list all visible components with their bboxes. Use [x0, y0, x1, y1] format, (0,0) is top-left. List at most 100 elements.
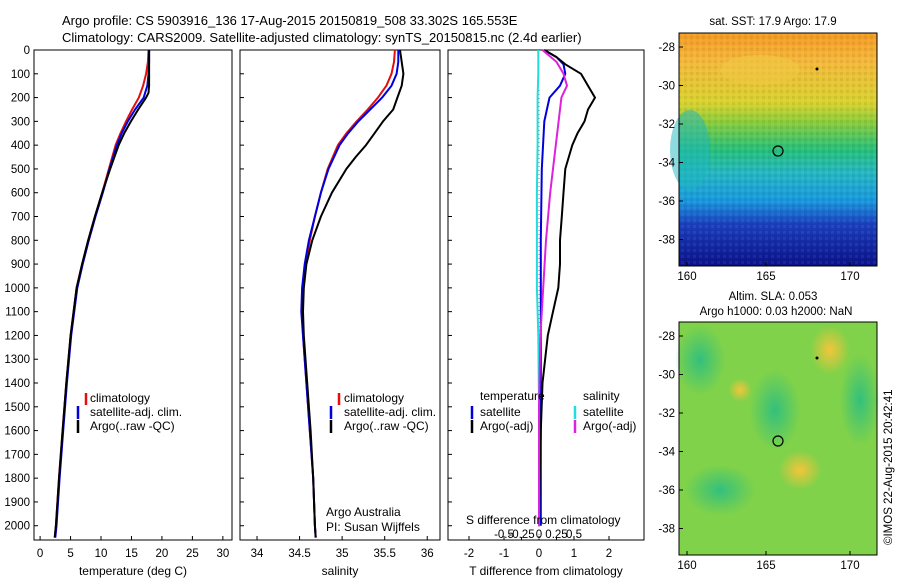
temp-xtick-label: 0 — [37, 548, 43, 560]
sst-xtick-label: 165 — [756, 271, 775, 283]
s-tick-label: -0.25 — [508, 529, 534, 541]
sst-ytick-label: -32 — [658, 119, 675, 131]
sal-axes-frame — [239, 49, 441, 541]
depth-tick-label: 800 — [11, 235, 30, 247]
depth-tick-label: 900 — [11, 259, 30, 271]
salinity-panel: 34 34.5 35 35.5 36 salinity — [239, 49, 441, 578]
sal-xtick-label: 35.5 — [373, 548, 395, 560]
temp-xtick-label: 25 — [186, 548, 199, 560]
temp-series-line — [53, 50, 151, 538]
legend-satellite-adj: satellite-adj. clim. — [90, 405, 182, 419]
sla-blob-3 — [840, 355, 880, 445]
depth-tick-label: 500 — [11, 164, 30, 176]
diff-xtick-label: 1 — [571, 548, 577, 560]
depth-tick-label: 1900 — [4, 497, 30, 509]
depth-tick-label: 1400 — [4, 378, 30, 390]
sla-ticks: 160 165 170 -28 -30 -32 -34 -36 -38 — [658, 331, 859, 572]
sla-blob-2 — [750, 370, 800, 450]
temp-xtick-label: 10 — [95, 548, 108, 560]
depth-tick-label: 1000 — [4, 283, 30, 295]
depth-tick-label: 100 — [11, 69, 30, 81]
depth-tick-label: 2000 — [4, 521, 30, 533]
sst-xtick-label: 170 — [840, 271, 859, 283]
diff-xtick-label: 2 — [606, 548, 612, 560]
depth-tick-label: 200 — [11, 93, 30, 105]
depth-tick-label: 1700 — [4, 449, 30, 461]
sst-ytick-label: -34 — [658, 158, 675, 170]
temperature-legend: climatology satellite-adj. clim. Argo(..… — [76, 391, 182, 433]
depth-tick-label: 1100 — [5, 307, 30, 319]
sst-cool-patch — [670, 110, 710, 190]
legend-t-argo: Argo(-adj) — [480, 419, 533, 433]
argo-australia-note: Argo Australia — [326, 505, 401, 519]
depth-tick-label: 400 — [11, 140, 30, 152]
sst-ticks: 160 165 170 -28 -30 -32 -34 -36 -38 — [658, 42, 859, 283]
s-difference-title: S difference from climatology — [466, 513, 621, 527]
sst-ytick-label: -38 — [658, 235, 675, 247]
depth-tick-label: 700 — [11, 212, 30, 224]
temp-xtick-label: 20 — [156, 548, 169, 560]
diff-axes-frame — [447, 49, 645, 541]
diff-xtick-label: 0 — [536, 548, 542, 560]
depth-tick-label: 1600 — [4, 426, 30, 438]
sla-frame — [678, 321, 878, 556]
temp-xtick-label: 30 — [216, 548, 229, 560]
difference-legend: temperature satellite Argo(-adj) salinit… — [466, 389, 636, 527]
sla-high-2 — [728, 378, 752, 402]
sla-high-3 — [778, 450, 822, 490]
diff-xtick-label: -2 — [464, 548, 474, 560]
depth-tick-label: 600 — [11, 188, 30, 200]
sla-blob-4 — [685, 465, 755, 515]
s-tick-label: -0.5 — [494, 529, 514, 541]
sla-high-1 — [810, 325, 850, 375]
sal-xtick-label: 35 — [336, 548, 349, 560]
sla-ytick-label: -30 — [658, 370, 675, 382]
sla-ytick-label: -36 — [658, 485, 675, 497]
temperature-panel: 0 100 200 300 400 500 600 700 800 900 1000 1100 1200… — [4, 45, 233, 578]
sst-frame — [678, 32, 878, 267]
sla-argo-marker — [772, 435, 784, 447]
pi-note: PI: Susan Wijffels — [326, 520, 420, 534]
sst-dot — [815, 67, 819, 71]
sla-blob-1 — [675, 325, 725, 395]
diff-xlabel: T difference from climatology — [469, 564, 623, 578]
temp-xtick-label: 15 — [125, 548, 138, 560]
depth-tick-label: 1200 — [4, 330, 30, 342]
depth-tick-label: 300 — [11, 116, 30, 128]
sal-xtick-label: 34.5 — [288, 548, 310, 560]
legend-argo-2: Argo(..raw -QC) — [344, 419, 429, 433]
temp-xtick-label: 5 — [67, 548, 73, 560]
s-tick-label: 0.5 — [566, 529, 582, 541]
sal-xlabel: salinity — [322, 564, 359, 578]
legend-argo: Argo(..raw -QC) — [90, 419, 175, 433]
legend-satellite-adj-2: satellite-adj. clim. — [344, 405, 436, 419]
sst-argo-marker — [772, 145, 784, 157]
diff-series-line — [538, 49, 596, 526]
sst-warm-patch — [720, 55, 800, 85]
sal-xtick-label: 36 — [421, 548, 434, 560]
depth-tick-label: 1300 — [4, 354, 30, 366]
sal-series-line — [302, 49, 405, 538]
sst-ytick-label: -36 — [658, 196, 675, 208]
legend-salinity-header: salinity — [583, 389, 620, 403]
sla-ytick-label: -34 — [658, 447, 675, 459]
sla-ytick-label: -32 — [658, 408, 675, 420]
sla-xtick-label: 170 — [840, 560, 859, 572]
legend-temperature-header: temperature — [480, 389, 545, 403]
temp-xlabel: temperature (deg C) — [79, 564, 187, 578]
salinity-legend: climatology satellite-adj. clim. Argo(..… — [326, 391, 436, 534]
legend-climatology-2: climatology — [344, 391, 404, 405]
sal-xtick-label: 34 — [251, 548, 264, 560]
legend-t-satellite: satellite — [480, 405, 521, 419]
sst-map: sat. SST: 17.9 Argo: 17.9 160 165 170 -28 -3… — [658, 16, 878, 283]
watermark: ©IMOS 22-Aug-2015 20:42:41 — [883, 389, 895, 545]
sla-map: Altim. SLA: 0.053 Argo h1000: 0.03 h2000… — [658, 291, 880, 572]
sst-xtick-label: 160 — [677, 271, 696, 283]
sla-xtick-label: 160 — [677, 560, 696, 572]
sla-xtick-label: 165 — [756, 560, 775, 572]
sla-ytick-label: -38 — [658, 524, 675, 536]
temp-axes-frame — [33, 49, 233, 541]
diff-xtick-label: -1 — [499, 548, 509, 560]
